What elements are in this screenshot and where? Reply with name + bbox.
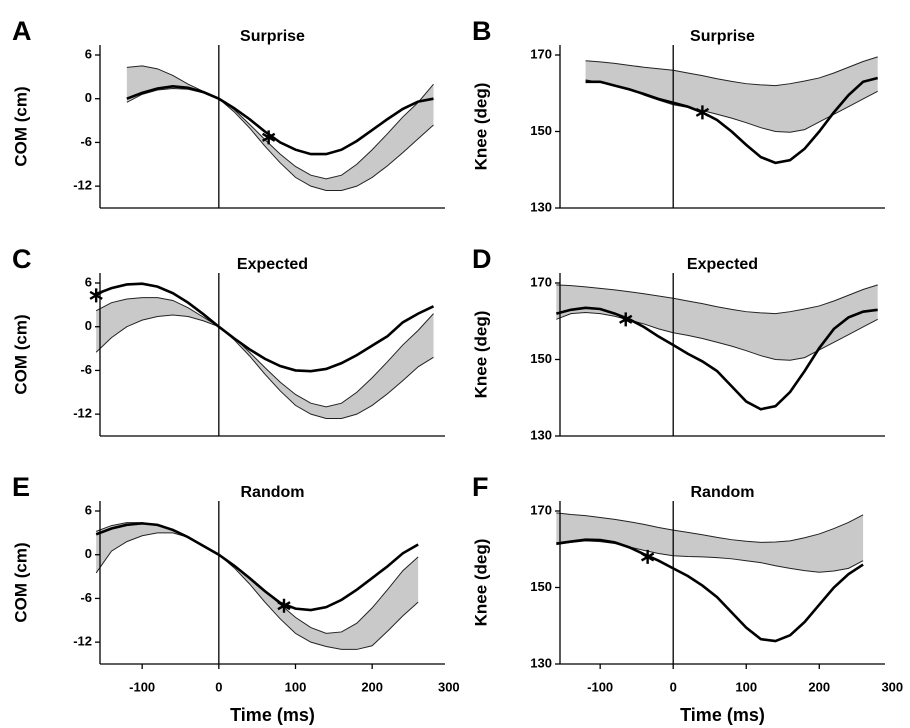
panel-letter: E xyxy=(12,472,30,502)
x-axis-label: Time (ms) xyxy=(680,705,765,725)
y-tick-label: 0 xyxy=(85,318,92,333)
y-axis-label: COM (cm) xyxy=(11,542,30,622)
y-axis-label: Knee (deg) xyxy=(471,83,490,171)
x-tick-label: 100 xyxy=(285,679,307,694)
x-tick-label: 0 xyxy=(215,679,222,694)
panel-letter: B xyxy=(472,16,492,46)
marker xyxy=(89,288,103,303)
data-line xyxy=(95,522,419,612)
y-tick-label: -12 xyxy=(73,178,92,193)
y-tick-label: 6 xyxy=(85,502,92,517)
x-tick-label: 100 xyxy=(735,679,757,694)
data-line xyxy=(556,306,878,411)
y-tick-label: 0 xyxy=(85,546,92,561)
marker xyxy=(695,105,710,120)
y-tick-label: 6 xyxy=(85,46,92,61)
marker xyxy=(619,312,633,327)
y-tick-label: 130 xyxy=(530,427,552,442)
panel: E Random COM (cm) 6 0 -6 -12 -100 0 100 200 300 Time… xyxy=(11,472,459,725)
panel-letter: C xyxy=(12,244,32,274)
panel: F Random Knee (deg) 170 150 130 -100 0 100 200 300… xyxy=(471,472,903,725)
y-axis-label: Knee (deg) xyxy=(471,539,490,627)
x-tick-label: 300 xyxy=(438,679,460,694)
x-tick-label: -100 xyxy=(587,679,613,694)
panel-letter: A xyxy=(12,16,32,46)
panel-letter: F xyxy=(472,472,489,502)
panel-title: Surprise xyxy=(690,28,755,45)
band-edge xyxy=(126,65,434,180)
x-tick-label: 200 xyxy=(808,679,830,694)
y-tick-label: 130 xyxy=(530,655,552,670)
band-area xyxy=(556,284,878,361)
y-tick-label: -6 xyxy=(80,134,92,149)
band-edge xyxy=(556,540,864,573)
data-line xyxy=(556,538,864,643)
y-tick-label: 0 xyxy=(85,90,92,105)
panel-letter: D xyxy=(472,244,492,274)
x-tick-label: 0 xyxy=(670,679,677,694)
y-tick-label: -6 xyxy=(80,590,92,605)
panel: B Surprise Knee (deg) 170 150 130 xyxy=(471,16,885,214)
y-tick-label: -12 xyxy=(73,634,92,649)
x-tick-label: 200 xyxy=(361,679,383,694)
y-tick-label: 130 xyxy=(530,199,552,214)
band-area xyxy=(585,56,878,133)
x-tick-label: -100 xyxy=(129,679,155,694)
band-edge xyxy=(556,512,864,543)
data-line xyxy=(95,282,435,373)
panel-title: Random xyxy=(241,484,305,501)
y-tick-label: -12 xyxy=(73,406,92,421)
marker xyxy=(262,130,276,145)
x-axis-label: Time (ms) xyxy=(230,705,315,725)
y-axis-label: COM (cm) xyxy=(11,314,30,394)
panel: A Surprise COM (cm) 6 0 -6 -12 xyxy=(11,16,445,209)
x-tick-label: 300 xyxy=(881,679,903,694)
band-edge xyxy=(556,311,878,361)
marker xyxy=(277,598,291,613)
y-tick-label: 150 xyxy=(530,351,552,366)
y-tick-label: 150 xyxy=(530,123,552,138)
panel: C Expected COM (cm) 6 0 -6 -12 xyxy=(11,244,445,437)
band-edge xyxy=(585,56,878,87)
y-tick-label: 6 xyxy=(85,274,92,289)
band-edge xyxy=(95,314,434,420)
panel-title: Expected xyxy=(237,256,308,273)
panel: D Expected Knee (deg) 170 150 130 xyxy=(471,244,885,442)
marker xyxy=(640,549,655,564)
band-edge xyxy=(126,88,434,192)
band-area xyxy=(96,297,434,419)
band-area xyxy=(126,65,434,191)
band-edge xyxy=(556,284,878,315)
data-line xyxy=(126,85,434,156)
panel-title: Expected xyxy=(687,256,758,273)
y-axis-label: COM (cm) xyxy=(11,86,30,166)
y-tick-label: 150 xyxy=(530,579,552,594)
panel-title: Random xyxy=(691,484,755,501)
y-tick-label: 170 xyxy=(530,274,552,289)
y-axis-label: Knee (deg) xyxy=(471,311,490,399)
band-edge xyxy=(95,532,419,650)
data-line xyxy=(585,76,879,165)
band-edge xyxy=(95,297,434,408)
y-tick-label: 170 xyxy=(530,46,552,61)
band-area xyxy=(556,512,864,573)
panel-title: Surprise xyxy=(240,28,305,45)
y-tick-label: -6 xyxy=(80,362,92,377)
y-tick-label: 170 xyxy=(530,502,552,517)
